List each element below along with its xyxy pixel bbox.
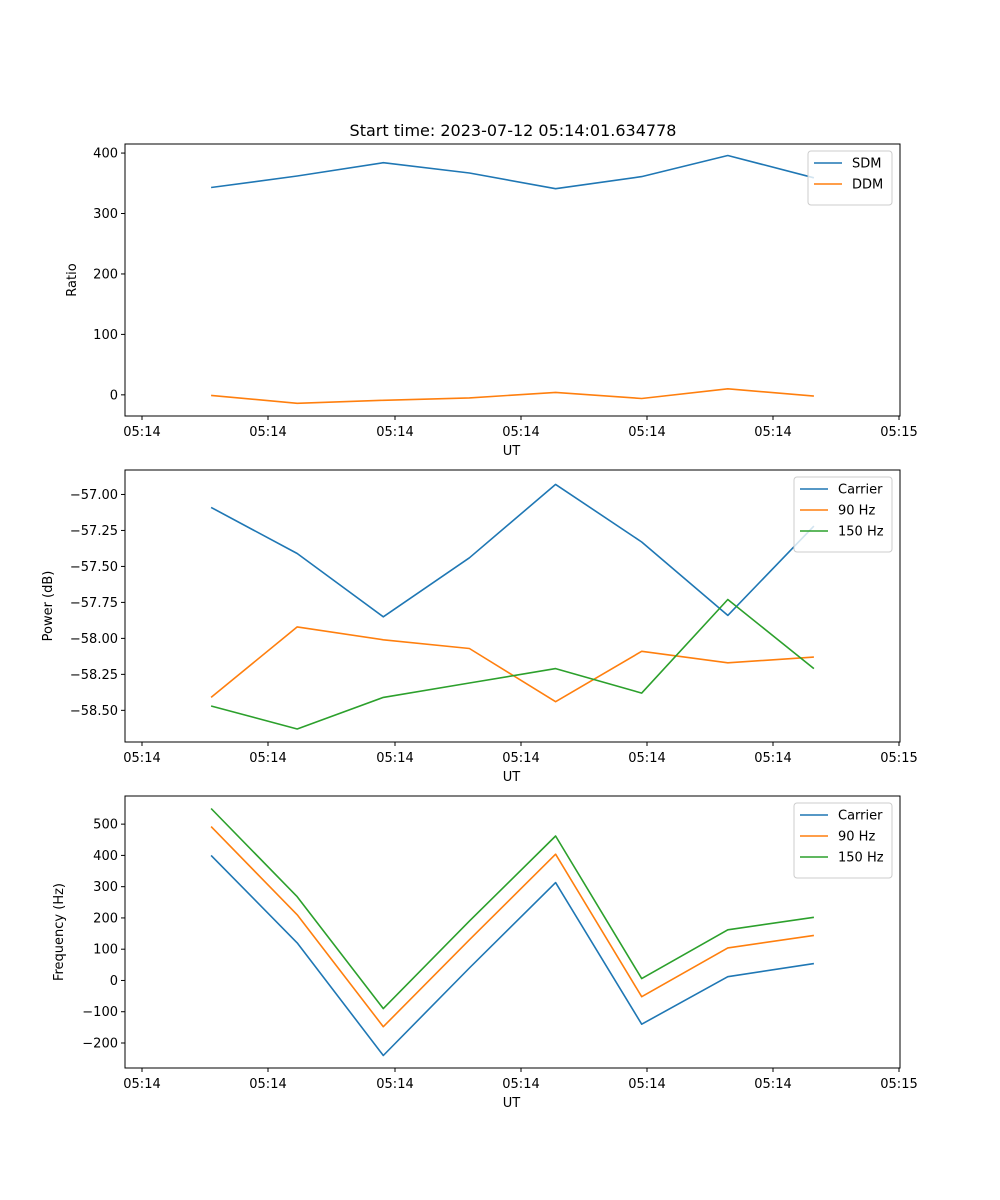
legend-label: 90 Hz: [838, 830, 875, 845]
x-tick-label: 05:14: [628, 751, 665, 766]
y-tick-label: 100: [93, 943, 118, 958]
y-tick-label: 400: [93, 147, 118, 162]
x-axis-label: UT: [503, 770, 521, 785]
x-tick-label: 05:14: [754, 425, 791, 440]
y-axis-label: Ratio: [65, 263, 80, 296]
legend-box: [793, 476, 893, 553]
x-tick-label: 05:14: [123, 751, 160, 766]
legend-box: [793, 802, 893, 879]
x-tick-label: 05:14: [754, 1077, 791, 1092]
legend-box: [807, 150, 893, 206]
x-axis-label: UT: [503, 444, 521, 459]
y-tick-label: −57.75: [70, 596, 118, 611]
legend-label: Carrier: [838, 483, 883, 498]
legend-label: 150 Hz: [838, 525, 884, 540]
legend-label: 150 Hz: [838, 851, 884, 866]
y-axis-label: Frequency (Hz): [52, 883, 67, 981]
y-tick-label: −58.50: [70, 704, 118, 719]
x-tick-label: 05:14: [754, 751, 791, 766]
legend: Carrier 90 Hz 150 Hz: [793, 802, 893, 879]
x-tick-label: 05:14: [123, 425, 160, 440]
x-tick-label: 05:14: [123, 1077, 160, 1092]
series-line-carrier: [210, 854, 815, 1057]
x-tick-label: 05:15: [880, 1077, 917, 1092]
legend: Carrier 90 Hz 150 Hz: [793, 476, 893, 553]
series-line-150-hz: [210, 807, 815, 1010]
panel-1: 0 100 200 300 400 05:14 05:14 05:14 05:14 05:14 05…: [65, 143, 918, 459]
y-tick-label: 100: [93, 328, 118, 343]
x-tick-label: 05:14: [502, 1077, 539, 1092]
series-line-90-hz: [210, 826, 815, 1028]
x-tick-label: 05:14: [502, 425, 539, 440]
series-line-150-hz: [210, 598, 815, 730]
axes-frame: [124, 795, 901, 1069]
y-tick-label: 400: [93, 849, 118, 864]
x-tick-label: 05:14: [376, 1077, 413, 1092]
x-tick-label: 05:15: [880, 425, 917, 440]
y-tick-label: 300: [93, 880, 118, 895]
y-tick-label: 300: [93, 207, 118, 222]
y-tick-label: −58.00: [70, 632, 118, 647]
y-tick-label: −200: [82, 1036, 118, 1051]
y-tick-label: −58.25: [70, 668, 118, 683]
panel-2: −57.00 −57.25 −57.50 −57.75 −58.00 −58.25 −58.…: [41, 469, 918, 785]
x-tick-label: 05:14: [249, 425, 286, 440]
y-tick-label: −57.50: [70, 560, 118, 575]
series-line-carrier: [210, 483, 815, 618]
y-tick-label: −100: [82, 1005, 118, 1020]
x-tick-label: 05:14: [502, 751, 539, 766]
series-line-ddm: [211, 387, 814, 405]
legend-label: Carrier: [838, 809, 883, 824]
y-tick-label: 200: [93, 911, 118, 926]
x-tick-label: 05:14: [628, 425, 665, 440]
x-tick-label: 05:14: [376, 425, 413, 440]
panel-3: 500 400 300 200 100 0 −100 −200 05:14 05:14 05:14 0…: [52, 795, 918, 1111]
y-tick-label: 500: [93, 818, 118, 833]
axes-frame: [124, 143, 901, 417]
x-tick-label: 05:15: [880, 751, 917, 766]
x-tick-label: 05:14: [376, 751, 413, 766]
x-tick-label: 05:14: [628, 1077, 665, 1092]
chart-title: Start time: 2023-07-12 05:14:01.634778: [350, 121, 677, 140]
y-tick-label: 0: [110, 388, 118, 403]
legend: SDM DDM: [807, 150, 893, 206]
y-tick-label: 0: [110, 974, 118, 989]
x-tick-label: 05:14: [249, 1077, 286, 1092]
series-line-sdm: [210, 154, 815, 190]
legend-label: DDM: [852, 178, 883, 193]
x-axis-label: UT: [503, 1096, 521, 1111]
legend-label: 90 Hz: [838, 504, 875, 519]
x-tick-label: 05:14: [249, 751, 286, 766]
axes-frame: [124, 469, 901, 743]
y-tick-label: −57.00: [70, 488, 118, 503]
legend-label: SDM: [852, 157, 881, 172]
y-tick-label: −57.25: [70, 524, 118, 539]
y-axis-label: Power (dB): [41, 571, 56, 642]
y-tick-label: 200: [93, 267, 118, 282]
